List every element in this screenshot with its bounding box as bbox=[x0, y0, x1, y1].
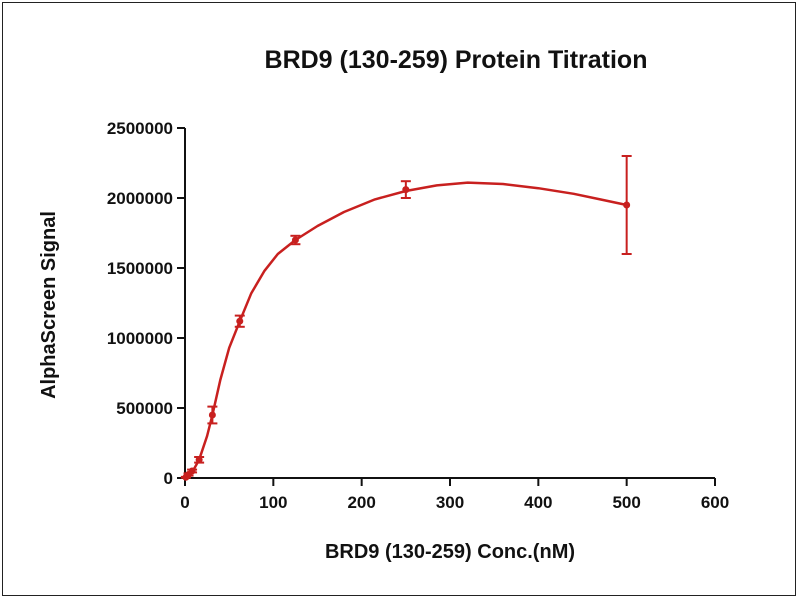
data-point bbox=[623, 201, 631, 209]
y-tick-label: 0 bbox=[164, 469, 173, 488]
data-point bbox=[195, 456, 203, 464]
plot-area: 0 500000 1000000 1500000 2000000 2500000 0 100 2… bbox=[107, 119, 729, 512]
data-point bbox=[208, 411, 216, 419]
data-point bbox=[188, 467, 196, 475]
x-tick-label: 100 bbox=[259, 493, 287, 512]
data-point bbox=[236, 317, 244, 325]
y-tick-label: 1500000 bbox=[107, 259, 173, 278]
y-tick-label: 2000000 bbox=[107, 189, 173, 208]
chart-title: BRD9 (130-259) Protein Titration bbox=[265, 46, 648, 74]
x-tick-label: 200 bbox=[347, 493, 375, 512]
x-tick-label: 300 bbox=[436, 493, 464, 512]
y-tick-label: 1000000 bbox=[107, 329, 173, 348]
y-tick-label: 500000 bbox=[116, 399, 173, 418]
y-tick-label: 2500000 bbox=[107, 119, 173, 138]
data-point bbox=[291, 236, 299, 244]
fit-curve-line bbox=[184, 181, 627, 479]
y-axis-label: AlphaScreen Signal bbox=[38, 211, 60, 399]
x-tick-label: 500 bbox=[612, 493, 640, 512]
x-axis-label: BRD9 (130-259) Conc.(nM) bbox=[325, 541, 575, 563]
x-tick-label: 400 bbox=[524, 493, 552, 512]
chart-svg: BRD9 (130-259) Protein Titration 0 500000… bbox=[38, 46, 729, 563]
data-point bbox=[402, 186, 410, 194]
x-tick-label: 0 bbox=[180, 493, 189, 512]
x-tick-label: 600 bbox=[701, 493, 729, 512]
